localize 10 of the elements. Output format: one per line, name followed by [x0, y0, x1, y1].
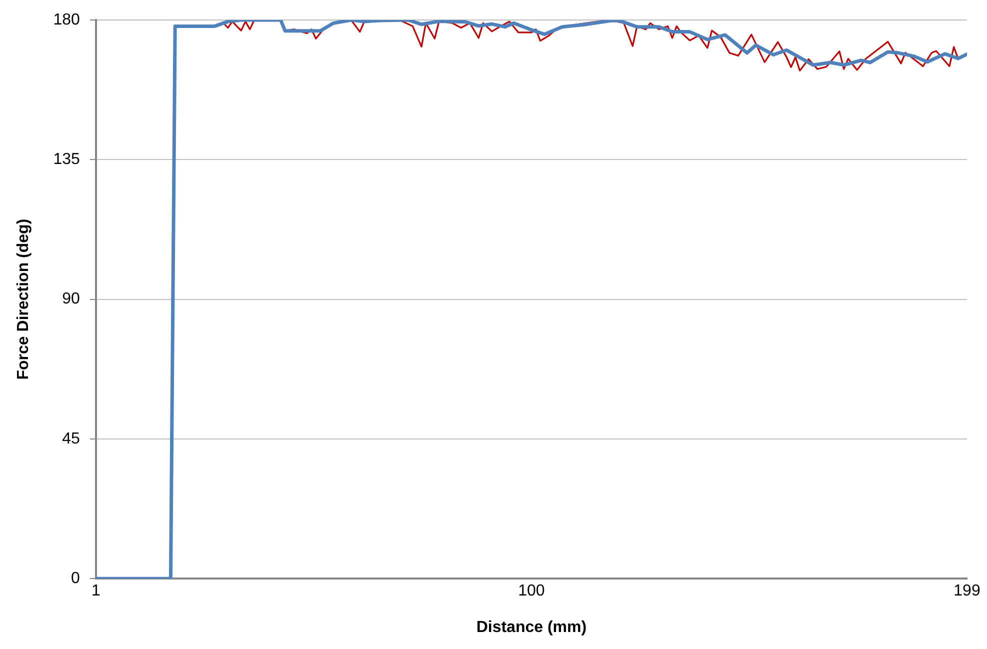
- x-tick-label: 1: [91, 582, 100, 600]
- x-tick-label: 199: [954, 582, 980, 600]
- y-tick-label: 135: [53, 151, 80, 168]
- y-tick-label: 180: [53, 11, 80, 28]
- y-tick-label: 45: [62, 430, 80, 448]
- y-tick-label: 0: [70, 570, 80, 588]
- y-axis-title: Force Direction (deg): [15, 218, 32, 380]
- x-axis-title: Distance (mm): [476, 618, 587, 636]
- x-tick-label: 100: [518, 582, 545, 600]
- y-tick-label: 90: [62, 290, 80, 308]
